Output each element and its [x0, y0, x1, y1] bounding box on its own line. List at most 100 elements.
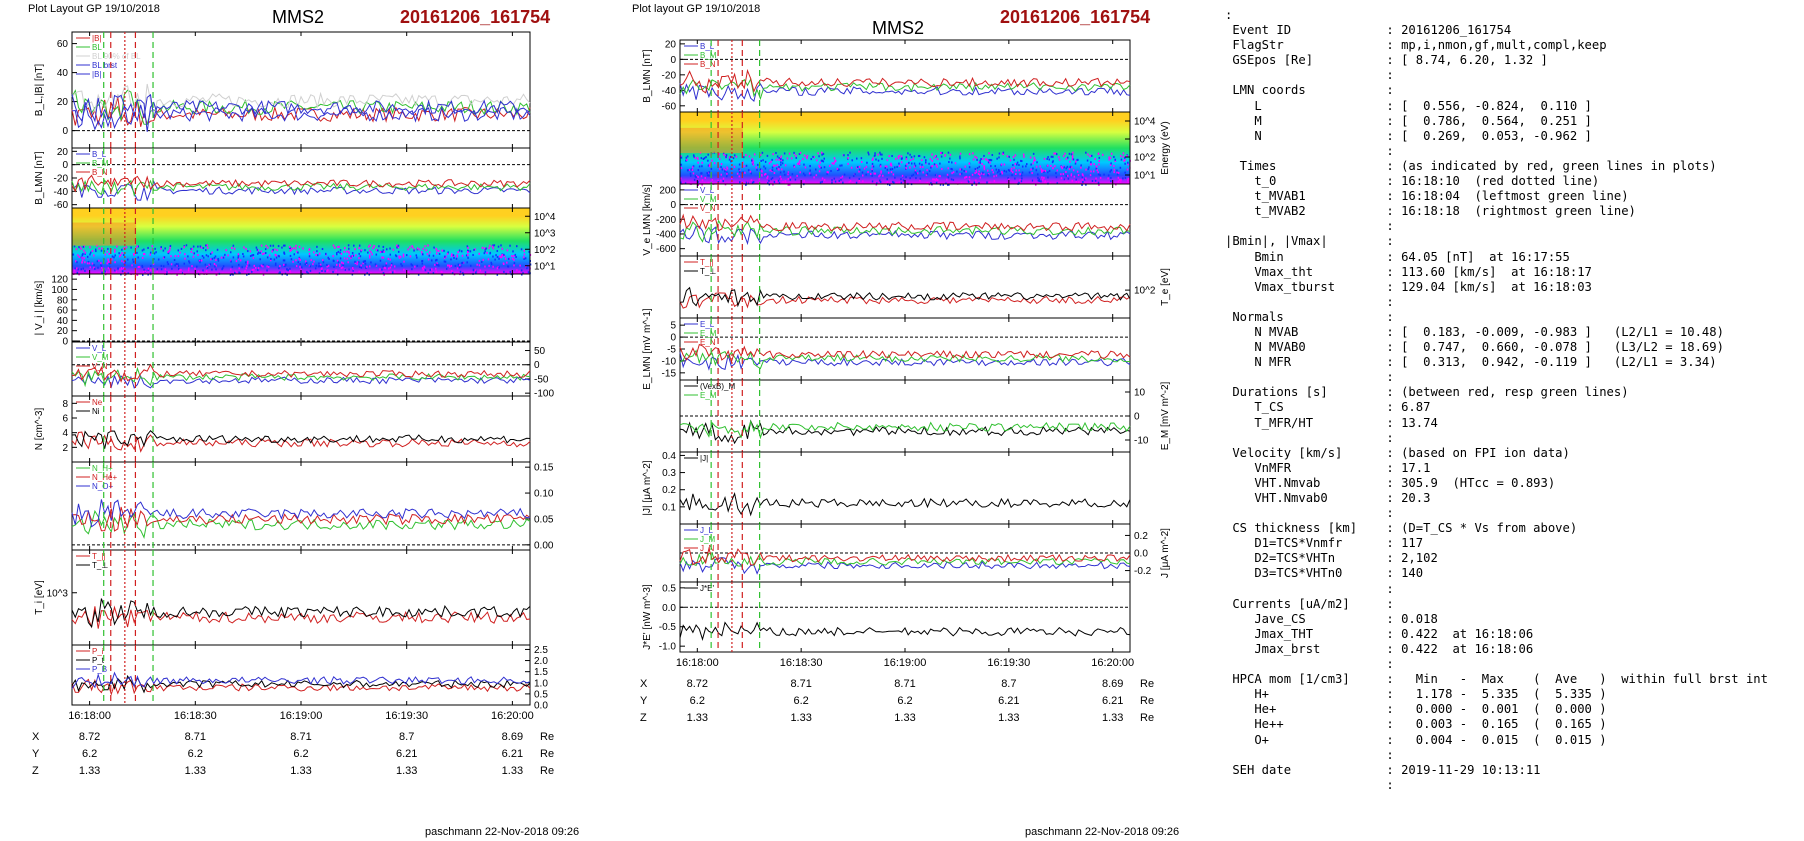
- spec-speck: [1032, 162, 1034, 165]
- spec-speck: [358, 252, 360, 255]
- spec-speck: [398, 256, 401, 259]
- spec-speck: [783, 170, 785, 173]
- spec-speck: [342, 266, 344, 269]
- spec-speck: [249, 255, 252, 258]
- spec-speck: [733, 165, 736, 168]
- spec-speck: [1078, 181, 1080, 184]
- y-tick-label: -10: [662, 356, 677, 367]
- spec-speck: [896, 182, 898, 185]
- spec-speck: [263, 252, 265, 255]
- spec-speck: [901, 174, 904, 177]
- legend-label: Ne: [92, 398, 103, 407]
- spec-speck: [309, 265, 312, 268]
- ephemeris-unit: Re: [1140, 678, 1154, 690]
- spec-speck: [194, 267, 196, 270]
- panel-frame: [71, 273, 531, 343]
- spec-speck: [855, 157, 858, 160]
- spec-speck: [691, 166, 694, 169]
- spec-speck: [443, 257, 446, 260]
- spec-speck: [93, 264, 95, 267]
- spec-speck: [849, 151, 851, 154]
- spec-speck: [912, 157, 915, 160]
- spec-speck: [928, 170, 931, 173]
- spec-speck: [987, 174, 989, 177]
- spec-speck: [979, 173, 981, 176]
- spec-speck: [356, 261, 359, 264]
- spec-speck: [91, 262, 94, 265]
- spec-speck: [930, 181, 932, 184]
- y-tick-label: 0.0: [662, 603, 676, 614]
- spec-speck: [776, 180, 778, 183]
- spec-speck: [283, 263, 285, 266]
- y-tick-label: 20: [57, 326, 69, 337]
- info-line: :: [1225, 430, 1394, 445]
- spec-speck: [462, 272, 464, 275]
- spec-speck: [1056, 169, 1059, 172]
- spec-speck: [1042, 169, 1044, 172]
- spec-speck: [257, 251, 260, 254]
- spec-speck: [451, 270, 453, 273]
- series-trace: [679, 546, 1131, 566]
- spec-speck: [1126, 154, 1128, 157]
- spec-speck: [720, 173, 723, 176]
- spec-speck: [1070, 173, 1073, 176]
- spec-speck: [187, 255, 189, 258]
- spec-speck: [1080, 164, 1082, 167]
- spec-speck: [979, 161, 982, 164]
- spec-speck: [904, 164, 907, 167]
- spec-speck: [838, 179, 841, 182]
- spec-speck: [339, 251, 341, 254]
- spec-speck: [874, 152, 876, 155]
- spec-speck: [1116, 173, 1119, 176]
- spec-speck: [511, 255, 513, 258]
- y-axis-label: | V_i | [km/s]: [34, 280, 45, 335]
- legend-label: E_M: [700, 329, 717, 338]
- spec-speck: [211, 257, 214, 260]
- spec-speck: [489, 244, 491, 247]
- spec-speck: [791, 173, 794, 176]
- spec-speck: [475, 270, 477, 273]
- spec-speck: [1080, 166, 1082, 169]
- spec-speck: [249, 250, 252, 253]
- spec-speck: [496, 256, 499, 259]
- spec-speck: [175, 262, 178, 265]
- spec-speck: [752, 163, 755, 166]
- y-tick-label: 0.5: [534, 689, 548, 700]
- spec-speck: [989, 181, 991, 184]
- spec-speck: [871, 168, 873, 171]
- spec-speck: [316, 245, 318, 248]
- spec-speck: [978, 165, 981, 168]
- y-tick-label: 0: [1134, 412, 1140, 423]
- spec-speck: [348, 247, 350, 250]
- spec-speck: [327, 269, 329, 272]
- spec-speck: [523, 249, 525, 252]
- spec-speck: [850, 166, 853, 169]
- spec-speck: [395, 255, 398, 258]
- info-line: :: [1225, 370, 1394, 385]
- spec-speck: [447, 251, 449, 254]
- spec-speck: [492, 265, 494, 268]
- spec-speck: [918, 162, 921, 165]
- panel-frame: [71, 341, 531, 397]
- spec-speck: [745, 183, 747, 186]
- spec-speck: [875, 158, 877, 161]
- spec-speck: [820, 166, 822, 169]
- spec-speck: [333, 266, 335, 269]
- spec-speck: [141, 264, 143, 267]
- spec-speck: [164, 247, 166, 250]
- spec-speck: [460, 250, 463, 253]
- spec-speck: [931, 153, 933, 156]
- spec-speck: [692, 154, 695, 157]
- series-trace: [71, 674, 531, 694]
- y-axis-label: E_LMN [mV m^-1]: [642, 308, 653, 390]
- y-tick-label: 10^2: [1134, 286, 1156, 297]
- info-line: Durations [s] : (between red, resp green…: [1225, 385, 1629, 400]
- info-line: O+ : 0.004 - 0.015 ( 0.015 ): [1225, 732, 1607, 747]
- spec-speck: [512, 257, 514, 260]
- spec-speck: [913, 165, 916, 168]
- spec-speck: [89, 253, 91, 256]
- spec-speck: [1022, 153, 1025, 156]
- time-tick-label: 16:18:30: [174, 710, 217, 722]
- spec-speck: [700, 175, 703, 178]
